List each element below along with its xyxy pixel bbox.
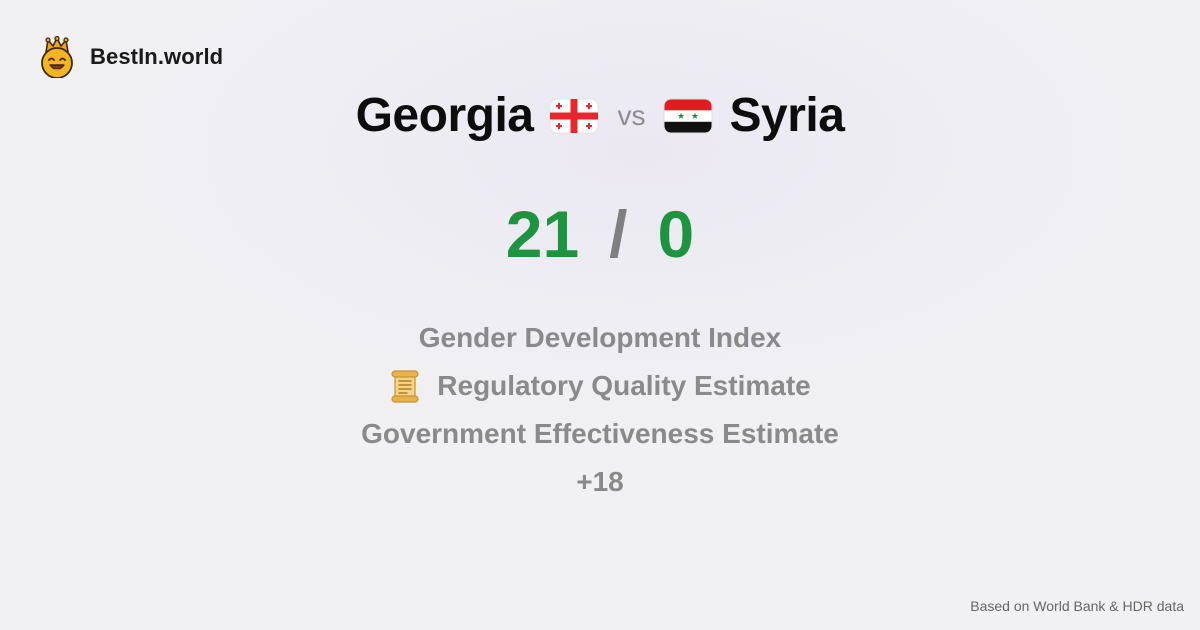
more-metrics-count: +18 (576, 466, 624, 497)
data-source-note: Based on World Bank & HDR data (970, 598, 1184, 614)
metrics-list: Gender Development Index Regulatory Qual… (0, 314, 1200, 506)
brand[interactable]: BestIn.world (38, 36, 223, 78)
metric-label: Government Effectiveness Estimate (361, 418, 839, 449)
vs-label: vs (617, 99, 646, 131)
score-separator: / (609, 197, 628, 271)
syria-flag-icon (663, 98, 713, 133)
metric-item: Gender Development Index (0, 314, 1200, 362)
comparison-title: Georgia vs Syria (0, 88, 1200, 143)
left-score: 21 (505, 197, 580, 271)
metric-item: Regulatory Quality Estimate (0, 362, 1200, 410)
brand-name: BestIn.world (90, 44, 224, 69)
right-country-name: Syria (729, 89, 845, 142)
metric-label: Gender Development Index (418, 322, 782, 353)
georgia-flag-icon (549, 98, 599, 133)
scroll-icon (391, 370, 419, 403)
score: 21 / 0 (0, 196, 1200, 272)
left-country-name: Georgia (355, 89, 534, 142)
right-score: 0 (657, 197, 695, 271)
metric-item: Government Effectiveness Estimate (0, 410, 1200, 458)
crown-smiley-icon (41, 36, 73, 78)
metric-label: Regulatory Quality Estimate (437, 370, 811, 401)
